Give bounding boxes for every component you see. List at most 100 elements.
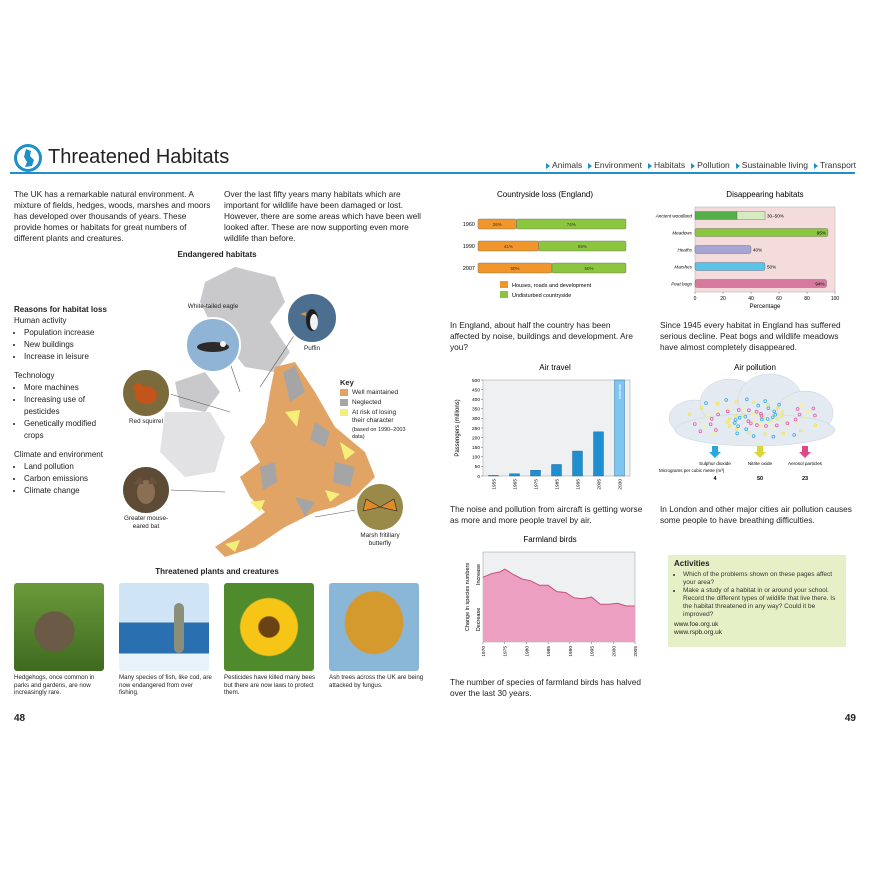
y-tick-label: 350 xyxy=(472,407,480,413)
particle xyxy=(734,427,739,432)
activity: Make a study of a habitat in or around y… xyxy=(683,587,840,619)
bar-segment xyxy=(551,262,627,274)
particle xyxy=(777,402,781,407)
particle xyxy=(727,424,732,428)
chart-title: Disappearing habitats xyxy=(726,190,803,199)
air-travel-chart: Air travel 0 50 100 150 200 250 300 350 400 450 500… xyxy=(455,363,631,490)
y-tick-label: 0 xyxy=(477,474,480,480)
link: www.rspb.org.uk xyxy=(674,629,723,636)
bar-segment xyxy=(516,218,627,230)
x-tick-label: 2000 xyxy=(611,646,617,657)
particle xyxy=(766,402,770,407)
particle xyxy=(755,423,759,427)
value-label: 74% xyxy=(567,222,576,227)
bar xyxy=(551,464,562,477)
particle xyxy=(760,417,764,422)
particle xyxy=(780,414,784,418)
bar-note: estimate xyxy=(617,383,622,399)
habitat-map xyxy=(121,267,405,557)
key-swatch xyxy=(340,399,348,406)
particle xyxy=(699,406,704,410)
particle xyxy=(784,424,789,429)
particle xyxy=(744,410,748,415)
value-label: 30–50% xyxy=(767,214,784,219)
y-tick-label: 200 xyxy=(472,435,480,441)
particle xyxy=(728,416,732,421)
y-label: Decrease xyxy=(476,608,482,632)
nav-item: Transport xyxy=(813,160,856,170)
item-name: Sulphur dioxide xyxy=(699,461,731,466)
animal-label: Puffin xyxy=(304,345,320,352)
x-tick-label: 2005 xyxy=(597,479,603,490)
activity: Which of the problems shown on these pag… xyxy=(683,571,840,587)
y-label: Heaths xyxy=(677,248,692,253)
nav-item: Animals xyxy=(546,160,582,170)
value-label: 59% xyxy=(578,244,587,249)
particle xyxy=(746,419,751,423)
particle xyxy=(715,409,719,413)
bar xyxy=(572,450,583,477)
y-axis-label: Passengers (millions) xyxy=(455,399,461,456)
particle xyxy=(792,433,797,437)
particle xyxy=(813,413,817,418)
value-label: 41% xyxy=(504,244,513,249)
y-label: 1960 xyxy=(463,222,475,228)
particle xyxy=(704,401,708,405)
reason-item: Increase in leisure xyxy=(24,351,114,363)
particle xyxy=(716,412,720,417)
particle xyxy=(715,401,720,406)
legend-label: Houses, roads and development xyxy=(512,283,592,289)
particle xyxy=(725,420,730,424)
y-tick-label: 400 xyxy=(472,397,480,403)
particle xyxy=(752,420,757,424)
bar xyxy=(488,475,499,477)
value-label: 50% xyxy=(510,266,519,271)
particle xyxy=(736,424,740,428)
particle xyxy=(700,419,705,423)
particle xyxy=(763,399,767,403)
reason-item: Climate change xyxy=(24,485,114,497)
caption: Pesticides have killed many bees but the… xyxy=(224,674,316,696)
map-key: Key Well maintained Neglected At risk of l… xyxy=(340,377,410,440)
reasons-title: Reasons for habitat loss xyxy=(14,305,107,314)
key-swatch xyxy=(340,409,348,416)
value-label: 95% xyxy=(817,231,826,236)
value-label: 94% xyxy=(815,282,824,287)
photo-hedgehog xyxy=(14,583,104,671)
particle xyxy=(799,403,804,407)
arrow xyxy=(754,446,766,458)
particle xyxy=(749,421,753,426)
particle xyxy=(765,417,770,421)
particle xyxy=(769,418,773,423)
x-tick-label: 1995 xyxy=(576,479,582,490)
particle xyxy=(756,403,760,408)
particle xyxy=(732,421,737,425)
particle xyxy=(692,422,697,426)
particle xyxy=(805,409,810,414)
x-tick-label: 100 xyxy=(831,296,840,302)
value-label: 40% xyxy=(753,248,762,253)
x-tick-label: 2005 xyxy=(633,646,639,657)
caption: Hedgehogs, once common in parks and gard… xyxy=(14,674,95,696)
y-label: Ancient woodland xyxy=(655,214,692,219)
chart-title: Farmland birds xyxy=(523,535,576,544)
particle xyxy=(764,424,768,428)
item-value: 4 xyxy=(713,476,717,482)
value-label: 50% xyxy=(584,266,593,271)
particle xyxy=(702,425,707,430)
particle xyxy=(740,413,745,417)
bar xyxy=(593,431,604,477)
line xyxy=(482,568,635,607)
y-tick-label: 450 xyxy=(472,387,480,393)
reason-heading: Human activity xyxy=(14,316,67,325)
bar-range xyxy=(736,211,766,220)
particle xyxy=(751,434,756,438)
particle xyxy=(775,423,779,428)
reason-item: Increasing use of pesticides xyxy=(24,394,114,418)
reasons: Reasons for habitat loss Human activity P… xyxy=(14,305,114,505)
x-tick-label: 1990 xyxy=(568,646,574,657)
particle xyxy=(797,412,802,417)
page-title: Threatened Habitats xyxy=(48,146,230,168)
unit-label: Micrograms per cubic metre (m³) xyxy=(659,468,725,473)
item-value: 23 xyxy=(802,476,808,482)
